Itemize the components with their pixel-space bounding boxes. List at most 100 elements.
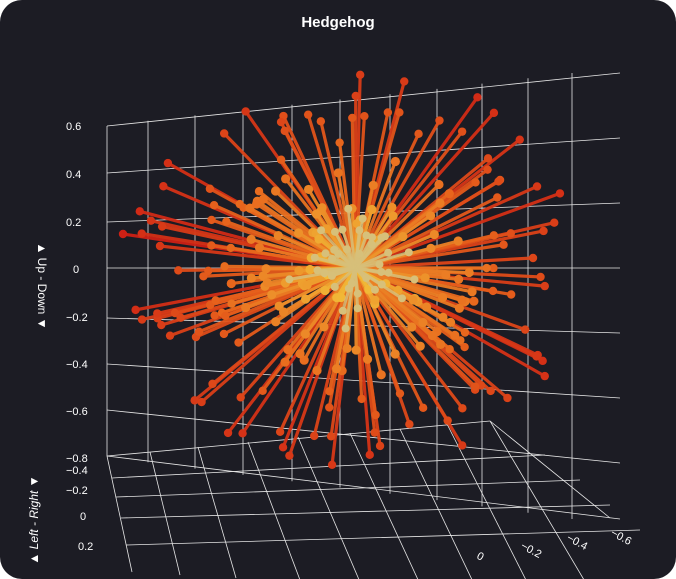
spike-tip-point xyxy=(285,451,294,460)
spike-tip-point xyxy=(254,243,265,253)
spike-tip-point xyxy=(251,199,262,209)
spike-tip-point xyxy=(488,286,498,296)
spike-tip-point xyxy=(353,304,362,313)
spike-tip-point xyxy=(418,317,428,328)
spike-tip-point xyxy=(397,294,406,303)
spike-tip-point xyxy=(435,116,444,125)
spike-tip-point xyxy=(532,352,541,361)
spike-tip-point xyxy=(370,285,379,294)
spike-tip-point xyxy=(199,272,208,281)
grid-line xyxy=(106,72,621,127)
spike-tip-point xyxy=(261,264,271,274)
spike-tip-point xyxy=(325,403,334,412)
spike-tip-point xyxy=(473,93,482,102)
spike-tip-point xyxy=(205,184,215,193)
z-tick-label: −0.8 xyxy=(66,453,88,465)
spike-line xyxy=(333,266,357,288)
spike-tip-point xyxy=(520,325,530,334)
spike-tip-point xyxy=(467,287,477,297)
z-tick-label: 0.6 xyxy=(66,121,81,133)
spike-line xyxy=(354,266,383,286)
spike-tip-point xyxy=(205,300,215,310)
spike-tip-point xyxy=(341,324,350,333)
spike-tip-point xyxy=(153,309,162,318)
spike-tip-point xyxy=(486,386,495,396)
grid-line xyxy=(349,432,419,579)
spike-tip-point xyxy=(293,228,304,238)
y-tick-label: −0.2 xyxy=(66,485,88,497)
spike-tip-point xyxy=(258,271,268,281)
spike-tip-point xyxy=(377,233,386,242)
x-tick-label: 0 xyxy=(475,550,486,563)
spike-tip-point xyxy=(489,263,498,273)
spike-tip-point xyxy=(370,295,380,305)
spike-tip-point xyxy=(358,214,367,223)
grid-line xyxy=(125,529,641,546)
spike-tip-point xyxy=(420,273,430,283)
spike-tip-point xyxy=(310,431,319,441)
spike-tip-point xyxy=(227,299,236,308)
spike-tip-point xyxy=(331,364,342,374)
spike-tip-point xyxy=(311,209,322,219)
spike-tip-point xyxy=(165,331,175,340)
spike-tip-point xyxy=(355,70,365,79)
spike-tip-point xyxy=(395,389,405,398)
spike-tip-point xyxy=(414,129,423,139)
spike-tip-point xyxy=(223,428,233,438)
spike-tip-point xyxy=(383,108,393,117)
spike-line xyxy=(353,230,361,269)
spike-line xyxy=(353,266,383,377)
spike-tip-point xyxy=(550,218,559,227)
spike-tip-point xyxy=(357,394,366,404)
spike-tip-point xyxy=(246,234,256,244)
spike-tip-point xyxy=(499,240,508,249)
spike-tip-point xyxy=(236,393,245,402)
spike-tip-point xyxy=(540,371,549,381)
grid-line xyxy=(489,420,611,519)
spike-tip-point xyxy=(437,292,448,303)
spike-tip-point xyxy=(317,226,326,235)
spike-tip-point xyxy=(493,193,502,202)
spike-tip-point xyxy=(384,248,393,257)
spike-line xyxy=(353,256,535,270)
spike-tip-point xyxy=(538,356,547,366)
spike-tip-point xyxy=(241,107,250,116)
grid-line xyxy=(106,455,621,520)
spike-line xyxy=(353,266,445,300)
grid-line xyxy=(106,455,133,573)
grid-line xyxy=(149,451,181,576)
spike-tip-point xyxy=(174,266,183,275)
spike-tip-point xyxy=(395,108,404,117)
spike-tip-point xyxy=(404,248,413,257)
z-tick-label: −0.2 xyxy=(66,312,88,324)
spike-tip-point xyxy=(351,91,360,101)
spike-tip-point xyxy=(258,386,267,396)
spike-tip-point xyxy=(210,311,219,320)
spike-tip-point xyxy=(273,231,283,241)
spike-tip-point xyxy=(422,302,432,312)
spike-tip-point xyxy=(377,280,386,289)
y-tick-label: 0 xyxy=(80,511,86,523)
grid-line xyxy=(399,428,473,579)
spike-line xyxy=(346,208,357,269)
spike-tip-point xyxy=(194,327,204,336)
spike-tip-point xyxy=(344,204,353,213)
spike-tip-point xyxy=(351,345,361,355)
spike-tip-point xyxy=(312,365,322,376)
spike-tip-point xyxy=(555,189,565,198)
spike-tip-point xyxy=(367,204,377,215)
spike-tip-point xyxy=(434,179,444,190)
spike-tip-point xyxy=(294,266,304,276)
spike-tip-point xyxy=(280,357,290,367)
spike-tip-point xyxy=(278,443,288,452)
spike-tip-point xyxy=(540,281,549,291)
spike-tip-point xyxy=(157,320,166,330)
spike-tip-point xyxy=(234,338,243,347)
spike-tip-point xyxy=(283,345,293,355)
spike-tip-point xyxy=(436,339,446,349)
spike-tip-point xyxy=(429,229,439,240)
spike-tip-point xyxy=(137,229,146,238)
spike-tip-point xyxy=(405,420,414,429)
y-axis-ticks: −0.4 −0.2 0 0.2 xyxy=(66,465,93,553)
